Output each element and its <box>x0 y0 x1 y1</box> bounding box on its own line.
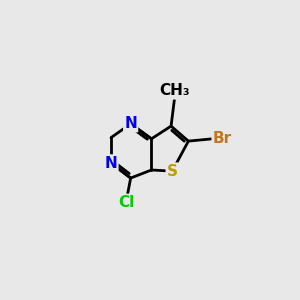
Text: N: N <box>105 155 117 170</box>
Text: CH₃: CH₃ <box>159 83 190 98</box>
Text: Cl: Cl <box>118 195 134 210</box>
Text: S: S <box>167 164 178 178</box>
Text: Br: Br <box>213 131 232 146</box>
Text: N: N <box>124 116 137 131</box>
